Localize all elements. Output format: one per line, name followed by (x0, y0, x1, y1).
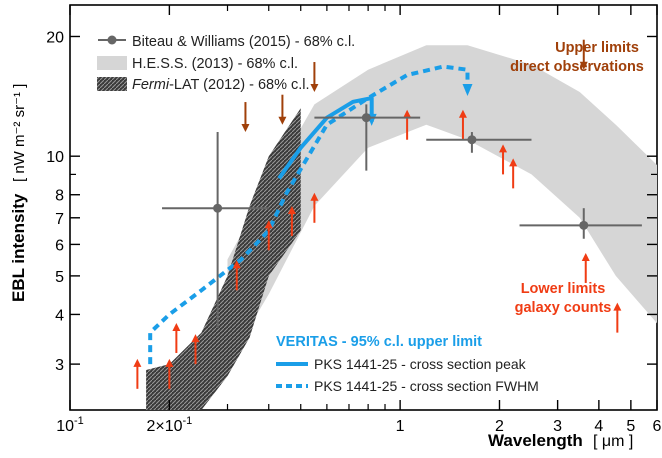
legend: Biteau & Williams (2015) - 68% c.l. H.E.… (97, 34, 355, 93)
legend-entry-fermi-italic: Fermi (132, 77, 170, 93)
x-tick-label-main: 2×10 (146, 418, 182, 435)
x-tick-label-main: 10 (56, 418, 74, 435)
x-tick-label-main: 5 (626, 418, 635, 435)
upper-limit-arrow (310, 62, 319, 93)
lower-limit-arrow (581, 252, 590, 283)
x-tick-label: 5 (626, 418, 635, 435)
x-axis-ticks: 10-1 2×10-1 1 2 3 4 5 6 (56, 5, 662, 435)
x-tick-label: 2 (495, 418, 504, 435)
upper-limit-arrow (579, 39, 588, 70)
annotation-lower-line-1: Lower limits (521, 281, 606, 297)
y-tick-label: 6 (55, 237, 64, 254)
annotation-upper-line-2: direct observations (510, 59, 644, 75)
points-layer (162, 104, 642, 328)
data-point (162, 132, 269, 328)
legend-marker-hess (97, 56, 127, 70)
annotation-lower-limits: Lower limits galaxy counts (515, 281, 612, 316)
lower-limit-arrow (499, 144, 508, 175)
y-tick-label: 5 (55, 269, 64, 286)
y-tick-label: 10 (46, 149, 64, 166)
x-tick-label: 4 (594, 418, 603, 435)
lower-limit-arrow (133, 358, 142, 389)
x-axis-title: Wavelength [ μm ] (488, 431, 633, 450)
legend-entry-fermi: Fermi-LAT (2012) - 68% c.l. (132, 77, 310, 93)
x-tick-label: 1 (396, 418, 405, 435)
data-point (426, 132, 532, 153)
y-axis-label: EBL intensity (9, 193, 28, 302)
data-point (314, 104, 421, 171)
x-tick-label-main: 2 (495, 418, 504, 435)
x-tick-label-main: 1 (396, 418, 405, 435)
lower-limit-arrow (458, 109, 467, 140)
veritas-entry-peak: PKS 1441-25 - cross section peak (314, 356, 527, 372)
veritas-entry-fwhm: PKS 1441-25 - cross section FWHM (314, 378, 539, 394)
bands-layer (146, 45, 657, 410)
y-axis-ticks: 3 4 5 6 7 8 10 20 (46, 29, 657, 374)
annotation-lower-line-2: galaxy counts (515, 300, 612, 316)
band-1 (227, 45, 657, 365)
x-tick-label: 6 (653, 418, 662, 435)
veritas-title: VERITAS - 95% c.l. upper limit (276, 334, 482, 350)
veritas-line-solid (277, 96, 374, 180)
legend-marker-fermi (97, 77, 127, 91)
lower-limit-arrow (403, 109, 412, 140)
y-axis-unit: [ nW m⁻² sr⁻¹ ] (11, 84, 28, 182)
y-tick-label: 8 (55, 188, 64, 205)
x-tick-label: 2×10-1 (146, 415, 192, 435)
lower-limit-arrow (613, 302, 622, 333)
y-tick-label: 7 (55, 211, 64, 228)
veritas-legend: VERITAS - 95% c.l. upper limit PKS 1441-… (276, 334, 539, 394)
y-tick-label: 20 (46, 29, 64, 46)
x-tick-label-main: 4 (594, 418, 603, 435)
x-tick-label-sup: -1 (183, 415, 193, 427)
x-tick-label-main: 3 (553, 418, 562, 435)
arrows-layer (133, 39, 622, 389)
lower-limit-arrow (287, 205, 296, 236)
y-tick-label: 4 (55, 307, 64, 324)
x-tick-label-main: 6 (653, 418, 662, 435)
legend-entry-fermi-rest: -LAT (2012) - 68% c.l. (169, 77, 310, 93)
lower-limit-arrow (310, 192, 319, 223)
upper-limit-arrow (278, 94, 287, 125)
lower-limit-arrow (165, 358, 174, 389)
x-tick-label: 10-1 (56, 415, 84, 435)
data-point (519, 208, 642, 239)
x-tick-label: 3 (553, 418, 562, 435)
lower-limit-arrow (509, 158, 518, 189)
y-tick-label: 3 (55, 357, 64, 374)
x-axis-unit: [ μm ] (593, 433, 633, 450)
annotation-upper-limits: Upper limits direct observations (510, 40, 644, 75)
y-axis-title: EBL intensity [ nW m⁻² sr⁻¹ ] (9, 84, 28, 302)
lower-limit-arrow (264, 220, 273, 251)
band-2 (146, 108, 301, 410)
legend-entry-hess: H.E.S.S. (2013) - 68% c.l. (132, 56, 298, 72)
x-axis-label: Wavelength (488, 431, 583, 450)
upper-limit-arrow (241, 102, 250, 133)
x-tick-label-sup: -1 (74, 415, 84, 427)
lower-limit-arrow (191, 334, 200, 365)
lower-limit-arrow (172, 322, 181, 353)
lower-limit-arrow (232, 260, 241, 291)
annotation-upper-line-1: Upper limits (555, 40, 639, 56)
veritas-arrowhead-dashed (462, 84, 473, 97)
legend-entry-biteau: Biteau & Williams (2015) - 68% c.l. (132, 34, 355, 50)
legend-marker-point (107, 35, 117, 45)
